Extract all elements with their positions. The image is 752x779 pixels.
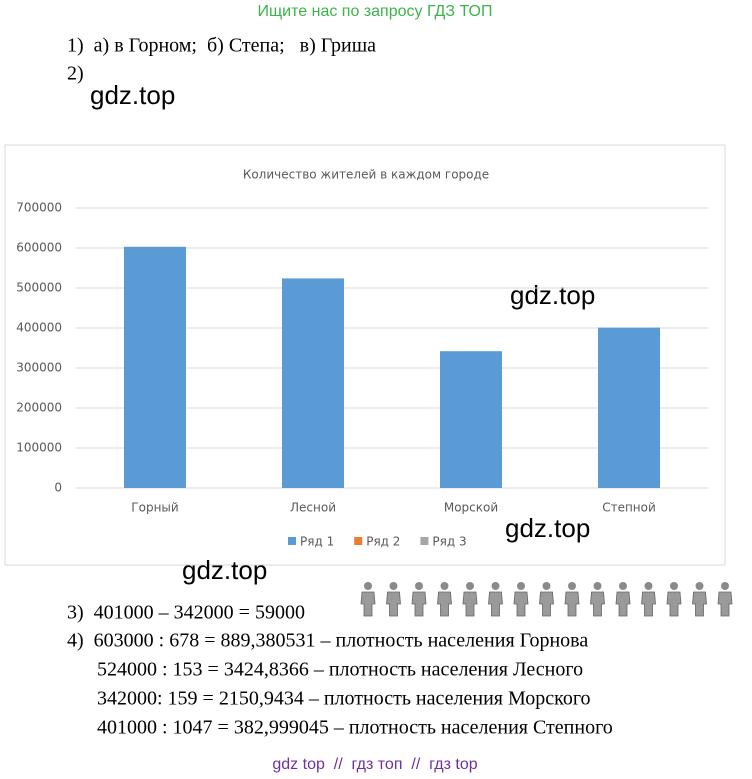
- person-head: [644, 582, 653, 590]
- text-line: 524000 : 153 = 3424,8366 – плотность нас…: [97, 659, 583, 681]
- text-line: 1) а) в Горном; б) Степа; в) Гриша: [67, 35, 376, 57]
- text-line: 3) 401000 – 342000 = 59000: [67, 602, 305, 624]
- person-head: [593, 582, 602, 590]
- legend-label: Ряд 3: [432, 535, 466, 549]
- chart-title: Количество жителей в каждом городе: [243, 168, 489, 182]
- footer: gdz top // гдз топ // гдз top: [272, 756, 477, 773]
- person-head: [542, 582, 551, 590]
- person-body: [462, 591, 478, 617]
- watermark: gdz.top: [510, 280, 595, 310]
- x-tick-label: Морской: [444, 501, 498, 515]
- y-tick-label: 700000: [16, 201, 62, 215]
- person-body: [360, 591, 376, 617]
- person-head: [466, 582, 474, 590]
- y-tick-label: 0: [54, 481, 62, 495]
- person-head: [440, 582, 449, 590]
- bar: [282, 278, 344, 488]
- watermark: gdz.top: [90, 80, 175, 110]
- y-tick-label: 100000: [16, 441, 62, 455]
- person-body: [386, 591, 401, 617]
- people-icons: [360, 582, 733, 617]
- legend-label: Ряд 1: [300, 535, 334, 549]
- bar: [440, 351, 502, 488]
- person-body: [564, 591, 580, 617]
- legend-label: Ряд 2: [366, 535, 400, 549]
- person-head: [415, 582, 423, 590]
- person-body: [641, 591, 656, 617]
- person-head: [695, 582, 704, 590]
- y-tick-label: 200000: [16, 401, 62, 415]
- person-body: [717, 591, 733, 617]
- text-line: 401000 : 1047 = 382,999045 – плотность н…: [97, 717, 613, 739]
- person-body: [411, 591, 427, 617]
- person-head: [491, 582, 500, 590]
- legend-swatch: [354, 537, 363, 545]
- person-head: [364, 582, 372, 590]
- person-head: [389, 582, 398, 590]
- text-line: 342000: 159 = 2150,9434 – плотность насе…: [97, 688, 591, 710]
- legend-swatch: [420, 537, 429, 545]
- bar: [598, 327, 660, 488]
- watermark: gdz.top: [505, 513, 590, 543]
- watermark: gdz.top: [182, 555, 267, 585]
- person-body: [615, 591, 631, 617]
- person-head: [670, 582, 678, 590]
- x-tick-label: Горный: [131, 501, 178, 515]
- person-body: [437, 591, 452, 617]
- x-tick-label: Степной: [602, 501, 656, 515]
- person-head: [568, 582, 576, 590]
- person-head: [517, 582, 525, 590]
- person-head: [721, 582, 729, 590]
- x-tick-label: Лесной: [290, 501, 336, 515]
- legend-swatch: [288, 537, 296, 545]
- text-line: 4) 603000 : 678 = 889,380531 – плотность…: [67, 630, 588, 652]
- person-body: [590, 591, 605, 617]
- header: Ищите нас по запросу ГДЗ ТОП: [258, 3, 493, 20]
- bar: [124, 246, 186, 488]
- y-tick-label: 400000: [16, 321, 62, 335]
- text-line: 2): [67, 63, 84, 85]
- y-tick-label: 600000: [16, 241, 62, 255]
- person-body: [539, 591, 554, 617]
- person-body: [666, 591, 682, 617]
- person-body: [513, 591, 529, 617]
- y-tick-label: 300000: [16, 361, 62, 375]
- person-body: [692, 591, 707, 617]
- person-head: [619, 582, 627, 590]
- y-tick-label: 500000: [16, 281, 62, 295]
- person-body: [488, 591, 503, 617]
